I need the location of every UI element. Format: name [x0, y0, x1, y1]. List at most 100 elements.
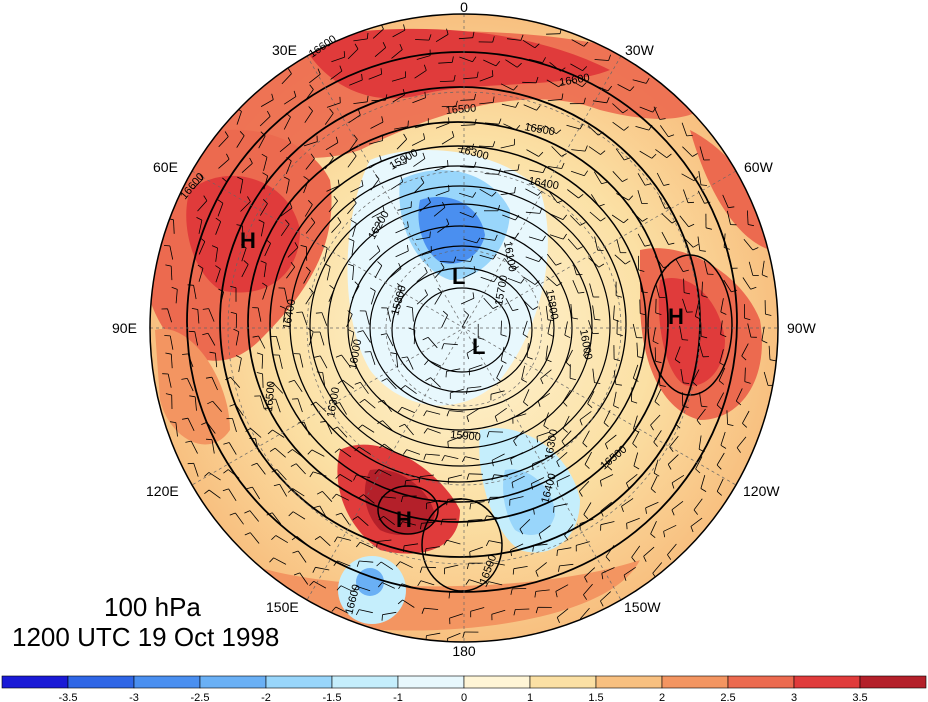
wind-barb-feather [650, 488, 656, 493]
wind-barb-staff [457, 148, 472, 150]
wind-barb-feather [329, 284, 335, 290]
wind-barb-staff [656, 172, 664, 186]
colorbar-tick-label: 1.5 [588, 692, 603, 702]
wind-barb-staff [339, 474, 353, 482]
wind-barb-staff [395, 353, 399, 368]
colorbar-tick-label: -3 [129, 692, 139, 702]
wind-barb-staff [486, 515, 501, 519]
wind-barb-staff [546, 79, 560, 88]
wind-barb-feather [637, 356, 644, 359]
wind-barb-feather [516, 62, 522, 68]
wind-barb-staff [425, 546, 440, 549]
wind-barb-staff [402, 599, 415, 608]
wind-barb-staff [369, 160, 382, 169]
wind-barb-staff [281, 73, 292, 85]
wind-barb-staff [695, 302, 699, 317]
colorbar-tick-label: -2.5 [191, 692, 210, 702]
wind-barb-feather [613, 358, 621, 361]
wind-barb-feather [473, 266, 476, 273]
low-center-pole: L [472, 334, 485, 359]
wind-barb-feather [748, 224, 754, 227]
wind-barb-staff [241, 163, 253, 173]
wind-barb-feather [451, 56, 454, 63]
wind-barb-staff [363, 494, 375, 504]
wind-barb-staff [547, 99, 562, 102]
wind-barb-feather [720, 444, 727, 449]
wind-barb-staff [292, 511, 306, 520]
wind-barb-feather [316, 371, 323, 373]
colorbar-segment [859, 675, 927, 689]
colorbar-tick-label: 2 [659, 692, 665, 702]
wind-barb-staff [493, 474, 509, 477]
wind-barb-feather [466, 473, 470, 480]
wind-barb-feather [337, 217, 342, 223]
wind-barb-staff [173, 219, 175, 234]
wind-barb-staff [271, 512, 282, 525]
wind-barb-staff [631, 545, 641, 558]
wind-barb-feather [424, 548, 427, 555]
wind-barb-feather [424, 266, 428, 273]
wind-barb-feather [512, 308, 519, 311]
wind-barb-feather [229, 512, 236, 516]
wind-barb-feather [376, 541, 378, 548]
wind-barb-staff [567, 238, 578, 250]
wind-barb-feather [425, 377, 431, 382]
wind-barb-feather [418, 476, 421, 483]
wind-barb-staff [430, 377, 441, 388]
wind-barb-staff [488, 581, 503, 586]
wind-barb-staff [571, 149, 586, 152]
wind-barb-staff [294, 380, 303, 393]
wind-barb-feather [217, 199, 224, 204]
wind-barb-feather [263, 199, 268, 204]
wind-barb-staff [309, 73, 321, 84]
wind-barb-staff [284, 288, 288, 302]
wind-barb-staff [263, 175, 269, 190]
wind-barb-staff [170, 354, 173, 369]
contour-label: 16500 [445, 102, 477, 117]
wind-barb-feather [226, 153, 230, 160]
wind-barb-feather [316, 491, 323, 495]
wind-barb-staff [462, 271, 476, 279]
wind-barb-staff [594, 236, 598, 251]
wind-barb-feather [335, 474, 341, 479]
wind-barb-feather [424, 289, 428, 296]
wind-barb-feather [379, 496, 383, 503]
wind-barb-feather [448, 592, 451, 599]
wind-barb-feather [354, 281, 360, 287]
wind-barb-feather [315, 312, 322, 314]
wind-barb-staff [169, 245, 174, 260]
wind-barb-staff [588, 320, 594, 334]
wind-barb-feather [201, 421, 208, 425]
wind-barb-feather [532, 306, 539, 310]
wind-barb-staff [616, 193, 629, 201]
wind-barb-feather [701, 295, 708, 298]
wind-barb-staff [509, 496, 524, 501]
wind-barb-staff [650, 414, 661, 426]
wind-barb-feather [354, 43, 359, 50]
wind-barb-feather [515, 214, 520, 221]
wind-barb-staff [570, 215, 581, 226]
wind-barb-feather [289, 202, 293, 209]
wind-barb-staff [404, 423, 414, 436]
wind-barb-feather [520, 34, 524, 41]
wind-barb-feather [557, 200, 564, 204]
wind-barb-staff [584, 567, 596, 578]
wind-barb-feather [584, 145, 588, 152]
wind-barb-staff [720, 298, 724, 313]
contour-label: 16000 [577, 328, 594, 360]
wind-barb-feather [466, 388, 468, 395]
wind-barb-feather [314, 355, 321, 358]
wind-barb-feather [671, 482, 675, 489]
wind-barb-staff [427, 337, 438, 349]
wind-barb-staff [572, 280, 579, 294]
wind-barb-feather [402, 449, 408, 455]
wind-barb-feather [332, 493, 337, 499]
wind-barb-staff [362, 424, 375, 433]
wind-barb-staff [531, 477, 545, 484]
wind-barb-feather [380, 333, 387, 336]
wind-barb-feather [334, 536, 338, 543]
wind-barb-staff [501, 233, 516, 239]
wind-barb-staff [228, 442, 237, 455]
wind-barb-staff [380, 561, 394, 570]
wind-barb-feather [366, 32, 369, 39]
